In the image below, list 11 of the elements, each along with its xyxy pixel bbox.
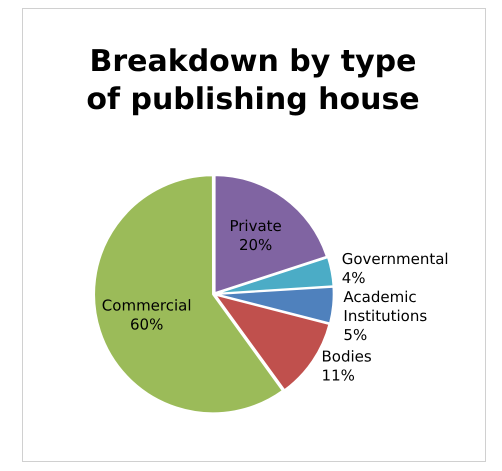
data-label: 5% <box>343 326 368 344</box>
data-label: 20% <box>238 236 272 254</box>
slice-label: Governmental <box>342 250 449 268</box>
data-label: 11% <box>322 366 355 384</box>
data-label: 60% <box>130 315 164 334</box>
data-label: 4% <box>342 269 366 288</box>
chart-title: Breakdown by type of publishing house <box>85 43 421 119</box>
slice-label: Private <box>229 217 282 236</box>
slice-label: Bodies <box>322 347 372 366</box>
slice-label: Academic Institutions <box>343 288 428 326</box>
slice-label: Commercial <box>102 296 192 314</box>
